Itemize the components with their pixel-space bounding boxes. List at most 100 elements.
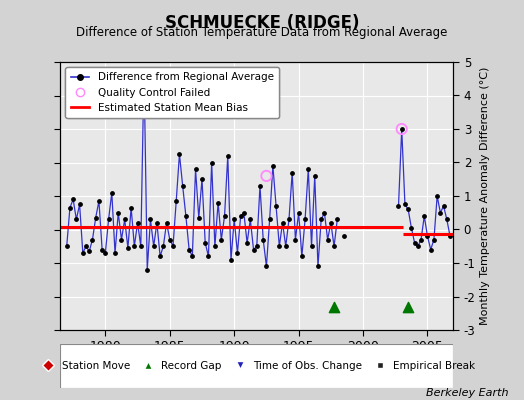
Point bbox=[156, 253, 165, 260]
Point bbox=[114, 210, 123, 216]
Y-axis label: Monthly Temperature Anomaly Difference (°C): Monthly Temperature Anomaly Difference (… bbox=[479, 67, 490, 325]
Point bbox=[88, 236, 96, 243]
Point bbox=[340, 233, 348, 239]
Point bbox=[317, 216, 325, 223]
Point bbox=[233, 250, 242, 256]
Legend: Station Move, Record Gap, Time of Obs. Change, Empirical Break: Station Move, Record Gap, Time of Obs. C… bbox=[34, 357, 479, 375]
Point bbox=[111, 250, 119, 256]
Point bbox=[137, 243, 145, 250]
Point bbox=[401, 201, 409, 208]
Point bbox=[166, 236, 174, 243]
Point bbox=[333, 216, 342, 223]
Point bbox=[253, 243, 261, 250]
Point bbox=[204, 253, 213, 260]
Point bbox=[134, 220, 142, 226]
Point bbox=[211, 243, 219, 250]
Point bbox=[417, 236, 425, 243]
Point bbox=[169, 243, 177, 250]
Text: Berkeley Earth: Berkeley Earth bbox=[426, 388, 508, 398]
Point bbox=[162, 220, 171, 226]
Point bbox=[98, 246, 106, 253]
Point bbox=[291, 236, 300, 243]
Point bbox=[311, 173, 319, 179]
Point bbox=[294, 210, 303, 216]
Point bbox=[146, 216, 155, 223]
Point bbox=[410, 240, 419, 246]
Point bbox=[281, 243, 290, 250]
Point bbox=[69, 196, 78, 202]
Point bbox=[85, 248, 93, 254]
Point bbox=[404, 303, 412, 310]
Point bbox=[275, 243, 283, 250]
Point bbox=[420, 213, 429, 219]
Text: Difference of Station Temperature Data from Regional Average: Difference of Station Temperature Data f… bbox=[77, 26, 447, 39]
Point bbox=[214, 200, 222, 206]
Point bbox=[124, 245, 132, 251]
Legend: Difference from Regional Average, Quality Control Failed, Estimated Station Mean: Difference from Regional Average, Qualit… bbox=[66, 67, 279, 118]
Point bbox=[149, 243, 158, 250]
Point bbox=[194, 214, 203, 221]
Point bbox=[130, 243, 138, 250]
Point bbox=[75, 201, 84, 208]
Point bbox=[117, 236, 126, 243]
Point bbox=[433, 193, 441, 199]
Point bbox=[143, 266, 151, 273]
Point bbox=[208, 159, 216, 166]
Point bbox=[66, 204, 74, 211]
Point bbox=[104, 216, 113, 223]
Point bbox=[398, 126, 406, 132]
Point bbox=[159, 243, 168, 250]
Point bbox=[224, 152, 232, 159]
Point bbox=[152, 220, 161, 226]
Point bbox=[179, 183, 187, 189]
Point bbox=[246, 216, 255, 223]
Point bbox=[82, 243, 90, 250]
Point bbox=[201, 240, 210, 246]
Point bbox=[127, 204, 135, 211]
Point bbox=[330, 303, 339, 310]
Point bbox=[140, 66, 148, 72]
Point bbox=[278, 220, 287, 226]
Point bbox=[285, 216, 293, 223]
Point bbox=[221, 213, 229, 219]
Point bbox=[172, 198, 180, 204]
Point bbox=[188, 253, 196, 260]
Point bbox=[298, 253, 306, 260]
Point bbox=[249, 246, 258, 253]
Point bbox=[95, 198, 103, 204]
Point bbox=[440, 203, 448, 209]
Point bbox=[243, 240, 252, 246]
Point bbox=[262, 263, 270, 270]
Point bbox=[330, 243, 339, 250]
Point bbox=[301, 216, 309, 223]
Point bbox=[394, 203, 402, 209]
Point bbox=[288, 169, 297, 176]
Point bbox=[430, 236, 438, 243]
Point bbox=[398, 126, 406, 132]
Point bbox=[72, 216, 81, 223]
Point bbox=[79, 250, 87, 256]
Point bbox=[227, 256, 235, 263]
Point bbox=[259, 236, 267, 243]
Point bbox=[308, 243, 316, 250]
Point bbox=[443, 216, 451, 223]
Point bbox=[266, 216, 274, 223]
Point bbox=[262, 173, 270, 179]
Point bbox=[256, 183, 264, 189]
Point bbox=[217, 236, 225, 243]
Point bbox=[107, 190, 116, 196]
Point bbox=[121, 216, 129, 223]
Point bbox=[230, 216, 238, 223]
Point bbox=[101, 250, 110, 256]
Point bbox=[323, 236, 332, 243]
Point bbox=[427, 246, 435, 253]
Point bbox=[314, 263, 322, 270]
Point bbox=[62, 243, 71, 250]
Point bbox=[175, 151, 183, 157]
Point bbox=[92, 214, 100, 221]
Point bbox=[404, 206, 412, 212]
Point bbox=[269, 163, 277, 169]
Point bbox=[413, 243, 422, 250]
Point bbox=[272, 203, 280, 209]
Point bbox=[304, 166, 312, 172]
